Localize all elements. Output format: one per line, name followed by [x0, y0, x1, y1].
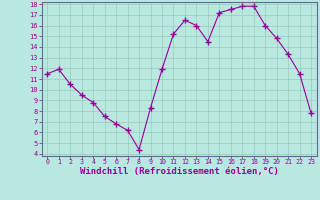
X-axis label: Windchill (Refroidissement éolien,°C): Windchill (Refroidissement éolien,°C) — [80, 167, 279, 176]
